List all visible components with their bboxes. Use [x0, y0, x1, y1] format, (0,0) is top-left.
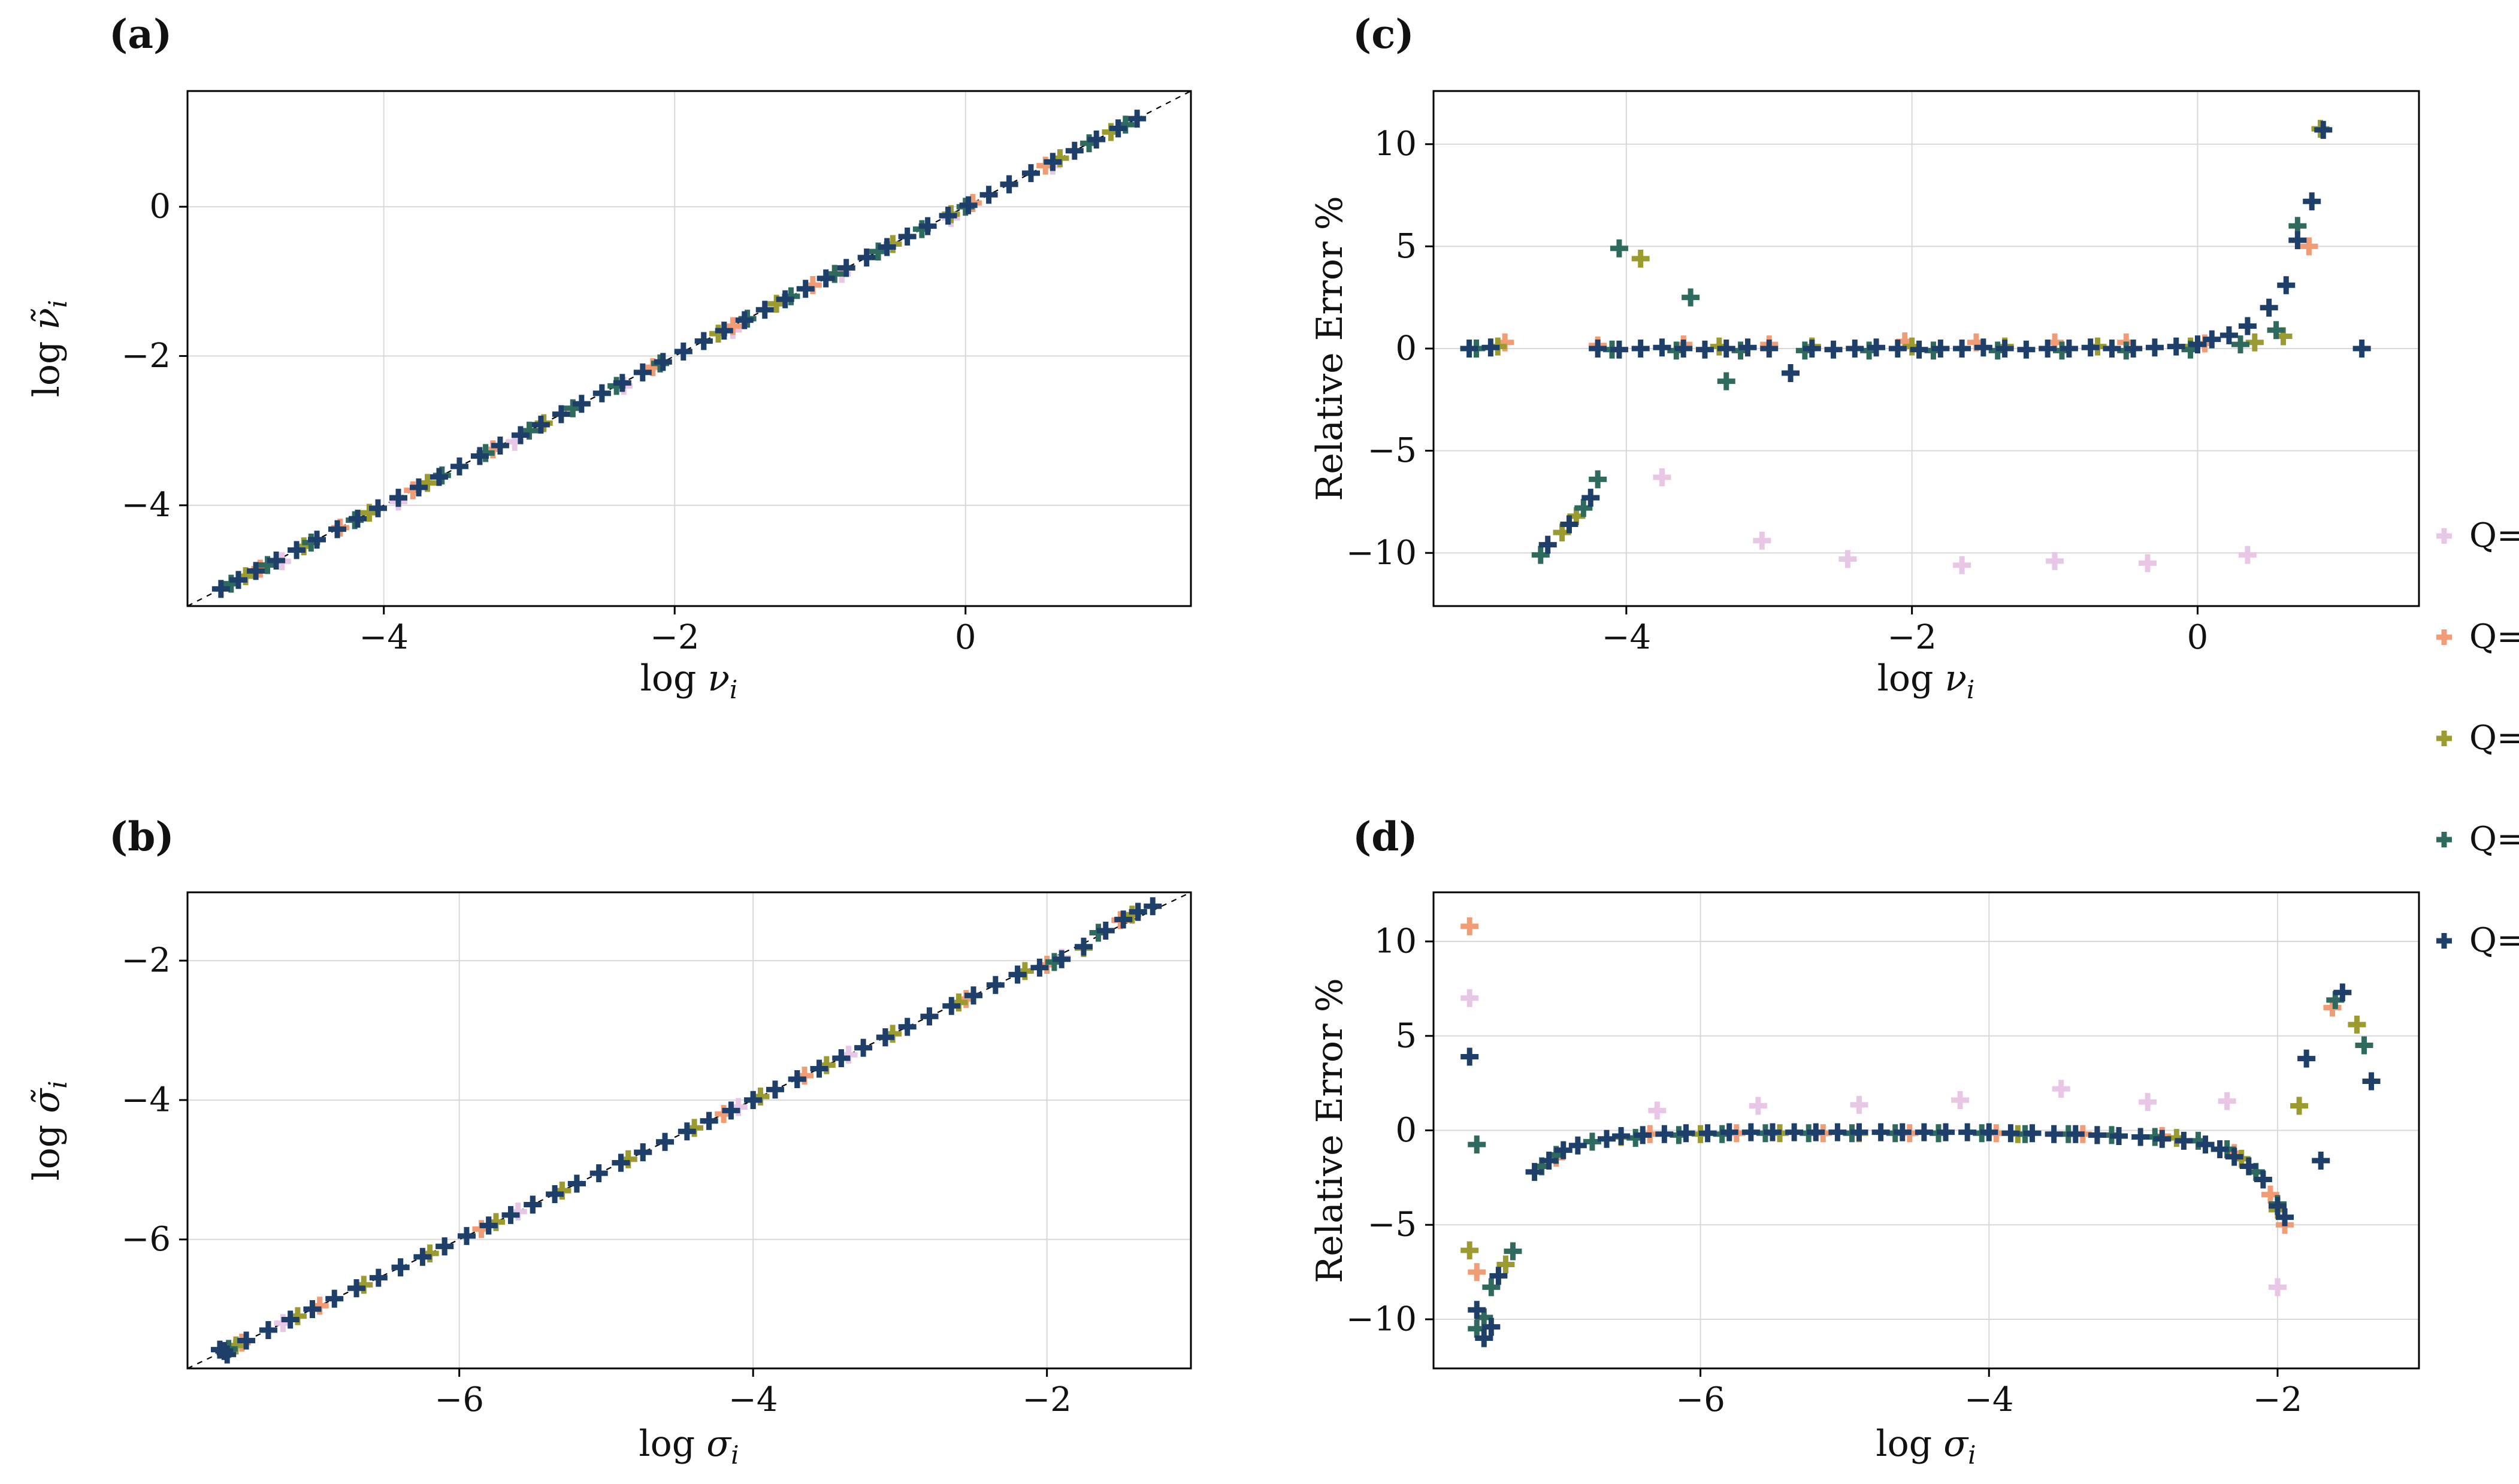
- panel-a-xaxis-label: log νi: [640, 658, 738, 704]
- panel-b-ytick-label: −2: [121, 941, 171, 980]
- panel-d-plot: −6 −4 −2 −10 −5 0 5 10: [1346, 891, 2420, 1419]
- panel-c-series-Q3: [1489, 120, 2330, 542]
- panel-a-axes-box: [186, 90, 1192, 607]
- panel-d-ytick-label: 5: [1395, 1016, 1417, 1055]
- panel-c-series-Q1: [1653, 468, 2257, 574]
- panel-a-xtick-label: −4: [359, 618, 409, 657]
- panel-a-yaxis-label: log ν̃i: [26, 299, 72, 398]
- panel-d-series-Q3: [1460, 1015, 2366, 1274]
- panel-a-grid: [188, 91, 1191, 606]
- panel-b-ticks: −6 −4 −2 −6 −4 −2: [121, 941, 1072, 1419]
- panel-a-xtick-label: 0: [955, 618, 976, 657]
- panel-d-ytick-label: −10: [1346, 1300, 1417, 1338]
- legend-item-Q2: Q=2: [2431, 617, 2519, 656]
- panel-d-xaxis-label: log σi: [1876, 1423, 1976, 1470]
- legend-plus-marker-icon: [2436, 932, 2452, 949]
- panel-b-xtick-label: −2: [1022, 1380, 1072, 1419]
- panel-b-ytick-label: −6: [121, 1220, 171, 1259]
- legend-label: Q=5: [2469, 921, 2519, 960]
- legend-item-Q1: Q=1: [2431, 516, 2519, 555]
- panel-c-ytick-label: 10: [1374, 125, 1417, 163]
- legend-item-Q5: Q=5: [2431, 921, 2519, 960]
- panel-c-series-Q4: [1467, 217, 2307, 564]
- panel-c-xaxis-label: log νi: [1877, 658, 1975, 704]
- panel-a-plot: −4 −2 0 −4 −2 0: [121, 90, 1192, 657]
- panel-b-xtick-label: −4: [728, 1380, 778, 1419]
- panel-d-ytick-label: 0: [1395, 1111, 1417, 1150]
- panel-a-xtick-label: −2: [650, 618, 700, 657]
- panel-c-ticks: −4 −2 0 −10 −5 0 5 10: [1346, 125, 2208, 657]
- legend-label: Q=3: [2469, 719, 2519, 758]
- panel-d-series-Q4: [1468, 991, 2373, 1338]
- panel-d-series-Q1: [1460, 989, 2287, 1297]
- panel-c-plot: −4 −2 0 −10 −5 0 5 10: [1346, 90, 2420, 657]
- panel-b-grid: [188, 892, 1191, 1368]
- legend-label: Q=4: [2469, 820, 2519, 859]
- panel-a-ytick-label: −4: [121, 486, 171, 525]
- panel-c-ytick-label: −5: [1367, 431, 1417, 470]
- panel-d-ytick-label: −5: [1367, 1206, 1417, 1244]
- panel-a-series-Q5: [211, 110, 1147, 598]
- panel-c-xtick-label: 0: [2187, 618, 2209, 657]
- panel-b-xtick-label: −6: [434, 1380, 484, 1419]
- panel-d-ticks: −6 −4 −2 −10 −5 0 5 10: [1346, 922, 2302, 1419]
- panel-c-label: (c): [1353, 11, 1414, 57]
- legend: Q=1 Q=2 Q=3 Q=4 Q=5: [2431, 516, 2519, 960]
- panel-b-xaxis-label: log σi: [639, 1423, 739, 1470]
- panel-b-axes-box: [186, 891, 1192, 1370]
- panel-d-series-Q5: [1460, 983, 2381, 1347]
- legend-plus-marker-icon: [2436, 528, 2452, 544]
- panel-d-label: (d): [1353, 813, 1418, 860]
- panel-d-xtick-label: −6: [1676, 1380, 1725, 1419]
- panel-a-ytick-label: 0: [149, 187, 171, 226]
- panel-d-xtick-label: −2: [2253, 1380, 2303, 1419]
- panel-c-series-Q5: [1460, 120, 2371, 554]
- legend-label: Q=1: [2469, 516, 2519, 555]
- legend-item-Q4: Q=4: [2431, 820, 2519, 859]
- panel-c-xtick-label: −2: [1887, 618, 1937, 657]
- legend-plus-marker-icon: [2436, 629, 2452, 645]
- panel-c-ytick-label: 0: [1395, 329, 1417, 368]
- panel-b-plot: −6 −4 −2 −6 −4 −2: [121, 891, 1192, 1419]
- panel-d-series-Q2: [1460, 917, 2342, 1282]
- legend-label: Q=2: [2469, 617, 2519, 656]
- panel-d-ytick-label: 10: [1374, 922, 1417, 961]
- legend-plus-marker-icon: [2436, 831, 2452, 847]
- panel-a-ytick-label: −2: [121, 337, 171, 375]
- panel-b-ytick-label: −4: [121, 1080, 171, 1119]
- panel-d-yaxis-label: Relative Error %: [1309, 978, 1351, 1283]
- panel-c-ytick-label: 5: [1395, 227, 1417, 266]
- panel-a-ticks: −4 −2 0 −4 −2 0: [121, 187, 976, 657]
- panel-b-label: (b): [109, 813, 174, 860]
- panel-c-yaxis-label: Relative Error %: [1309, 196, 1351, 501]
- legend-item-Q3: Q=3: [2431, 719, 2519, 758]
- legend-plus-marker-icon: [2436, 730, 2452, 746]
- panel-b-yaxis-label: log σ̃i: [26, 1080, 72, 1181]
- panel-c-xtick-label: −4: [1602, 618, 1652, 657]
- panel-c-ytick-label: −10: [1346, 534, 1417, 573]
- panel-b-series-Q5: [210, 897, 1162, 1364]
- panel-a-label: (a): [109, 11, 173, 57]
- panel-d-xtick-label: −4: [1964, 1380, 2014, 1419]
